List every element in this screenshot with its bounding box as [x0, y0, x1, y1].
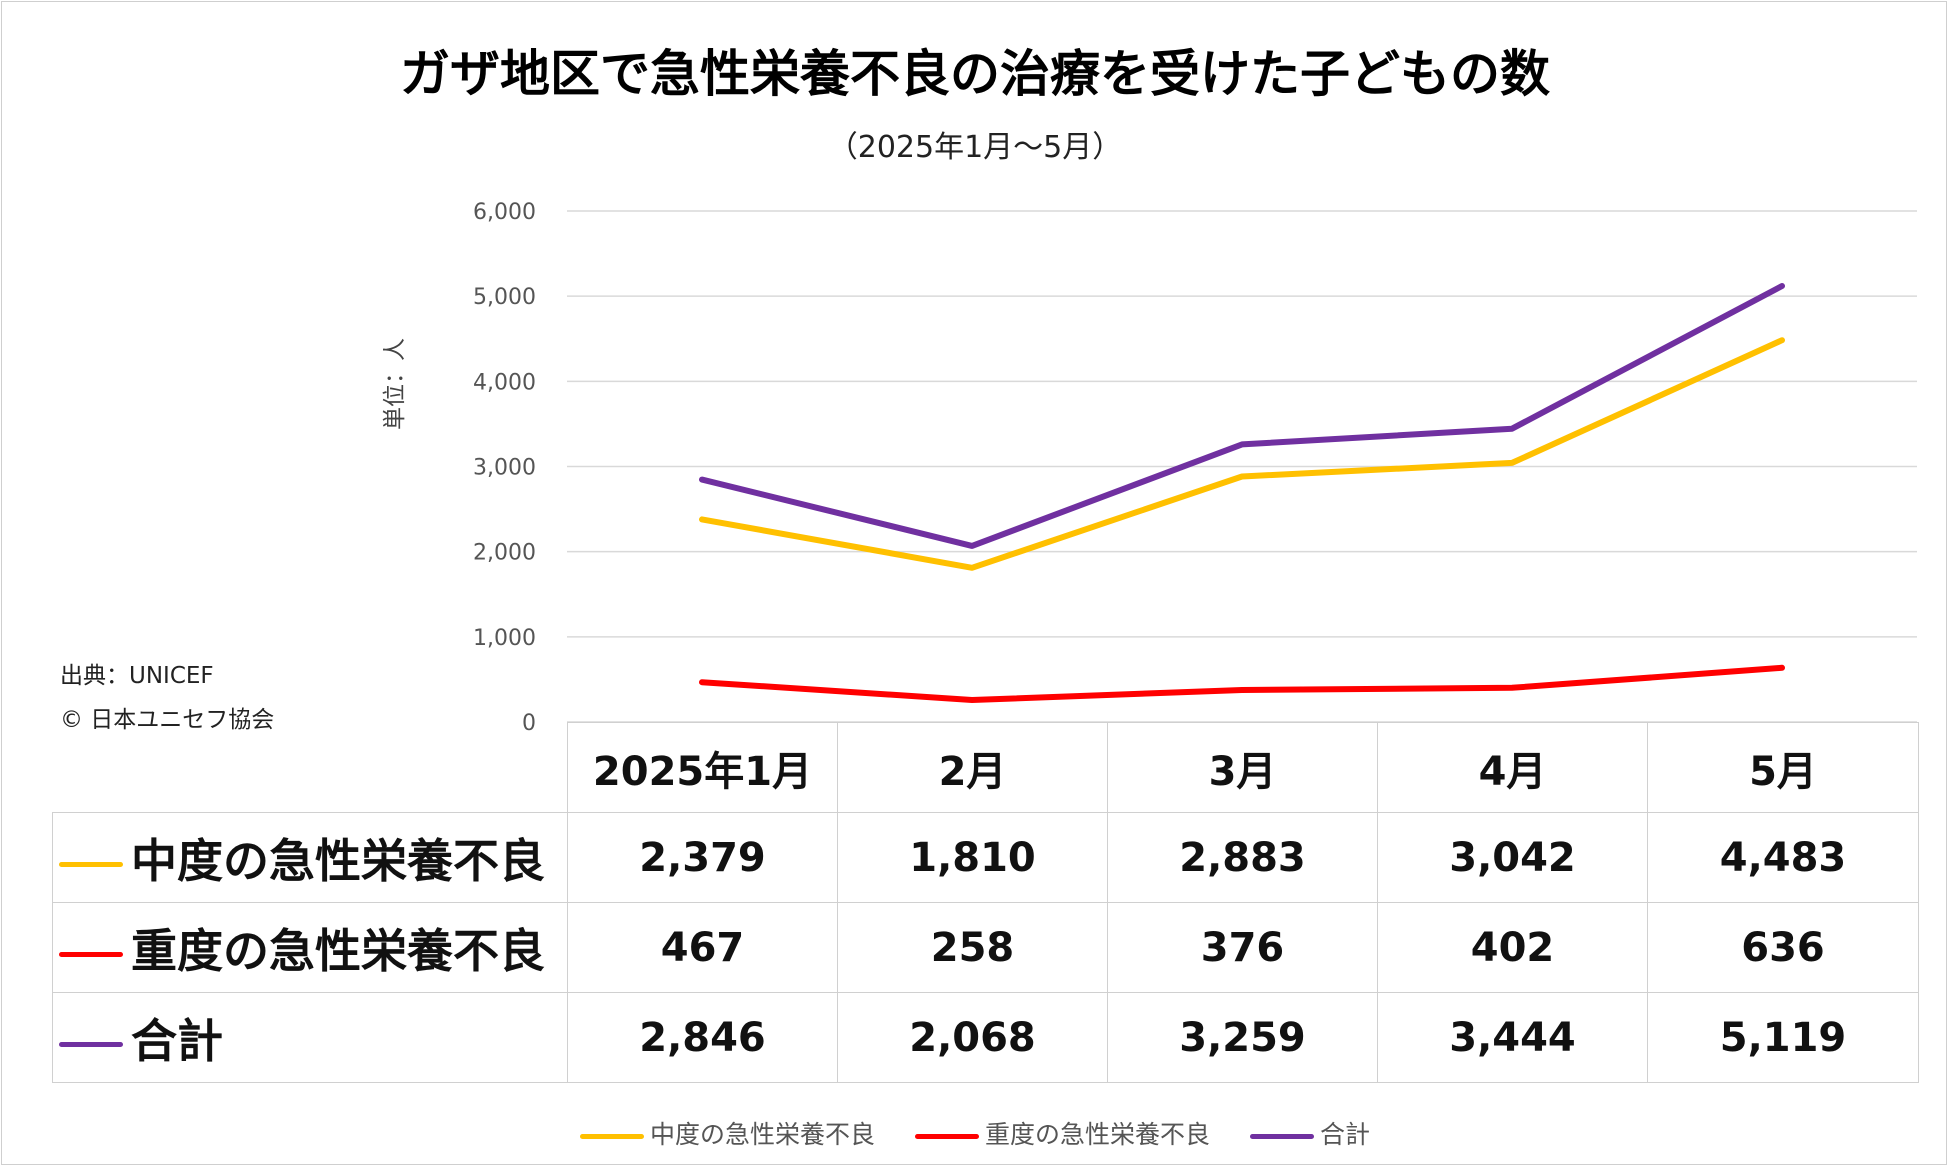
legend-item-moderate: 中度の急性栄養不良 — [580, 1115, 875, 1151]
y-tick-label: 2,000 — [473, 541, 536, 566]
row-label-total: 合計 — [52, 992, 568, 1083]
y-tick-label: 5,000 — [473, 285, 536, 310]
table-row: 合計 2,846 2,068 3,259 3,444 5,119 — [52, 992, 1919, 1083]
table-cell: 3,444 — [1377, 992, 1648, 1083]
table-cell: 258 — [837, 902, 1108, 993]
table-cell: 2,379 — [567, 812, 838, 903]
chart-subtitle: （2025年1月～5月） — [827, 130, 1123, 165]
table-header-cell: 2025年1月 — [567, 722, 838, 813]
row-label-moderate: 中度の急性栄養不良 — [52, 812, 568, 903]
y-tick-label: 0 — [522, 711, 536, 736]
y-tick-label: 4,000 — [473, 370, 536, 395]
series-line-2 — [699, 283, 1785, 549]
table-cell: 2,883 — [1107, 812, 1378, 903]
table-cell: 402 — [1377, 902, 1648, 993]
severe-line-swatch — [59, 951, 123, 957]
row-label-text: 重度の急性栄養不良 — [131, 923, 545, 978]
series-line-1 — [699, 664, 1785, 703]
legend-swatch — [580, 1133, 645, 1139]
moderate-line-swatch — [59, 861, 123, 867]
legend-swatch — [914, 1133, 979, 1139]
table-cell: 467 — [567, 902, 838, 993]
table-cell: 5,119 — [1647, 992, 1919, 1083]
table-cell: 2,068 — [837, 992, 1108, 1083]
chart-legend: 中度の急性栄養不良 重度の急性栄養不良 合計 — [0, 1115, 1950, 1151]
table-cell: 3,259 — [1107, 992, 1378, 1083]
table-row: 中度の急性栄養不良 2,379 1,810 2,883 3,042 4,483 — [52, 812, 1919, 903]
row-label-text: 合計 — [131, 1013, 223, 1068]
y-tick-label: 6,000 — [473, 200, 536, 225]
legend-label: 重度の急性栄養不良 — [984, 1120, 1210, 1149]
legend-label: 中度の急性栄養不良 — [650, 1120, 876, 1149]
table-header-cell: 4月 — [1377, 722, 1648, 813]
legend-label: 合計 — [1319, 1120, 1370, 1149]
table-cell: 376 — [1107, 902, 1378, 993]
table-header-row: 2025年1月 2月 3月 4月 5月 — [53, 722, 1919, 813]
row-label-text: 中度の急性栄養不良 — [131, 833, 545, 888]
table-row: 重度の急性栄養不良 467 258 376 402 636 — [52, 902, 1919, 993]
legend-item-total: 合計 — [1249, 1115, 1370, 1151]
table-cell: 636 — [1647, 902, 1919, 993]
legend-item-severe: 重度の急性栄養不良 — [914, 1115, 1210, 1151]
table-cell: 1,810 — [837, 812, 1108, 903]
chart-title: ガザ地区で急性栄養不良の治療を受けた子どもの数 — [400, 45, 1550, 103]
total-line-swatch — [59, 1041, 123, 1047]
table-header-cell: 2月 — [837, 722, 1108, 813]
table-cell: 2,846 — [567, 992, 838, 1083]
y-tick-label: 3,000 — [473, 456, 536, 481]
legend-swatch — [1249, 1133, 1314, 1139]
y-tick-label: 1,000 — [473, 626, 536, 651]
table-header-cell: 5月 — [1647, 722, 1919, 813]
row-label-severe: 重度の急性栄養不良 — [52, 902, 568, 993]
copyright-text: © 日本ユニセフ協会 — [60, 707, 275, 733]
series-line-0 — [699, 337, 1785, 571]
table-header-cell: 3月 — [1107, 722, 1378, 813]
source-text: 出典：UNICEF — [60, 663, 214, 689]
data-table: 2025年1月 2月 3月 4月 5月 中度の急性栄養不良 2,379 1,81… — [52, 722, 1919, 1083]
table-cell: 4,483 — [1647, 812, 1919, 903]
table-cell: 3,042 — [1377, 812, 1648, 903]
